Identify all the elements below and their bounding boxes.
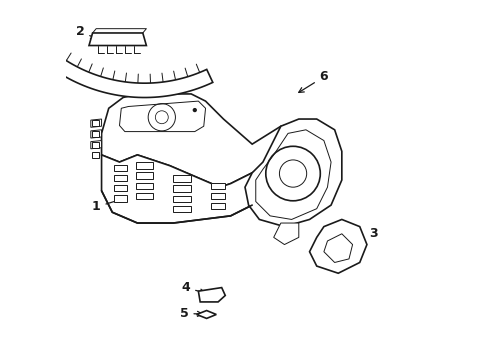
- Bar: [114, 185, 126, 192]
- Polygon shape: [274, 223, 299, 244]
- Polygon shape: [245, 119, 342, 226]
- Polygon shape: [120, 101, 205, 132]
- Bar: [92, 131, 99, 137]
- Text: 4: 4: [181, 281, 205, 294]
- Bar: [136, 162, 153, 168]
- Bar: [136, 183, 153, 189]
- Bar: [173, 196, 191, 202]
- Text: 6: 6: [299, 70, 328, 93]
- Bar: [92, 152, 99, 158]
- Bar: [114, 175, 126, 181]
- Circle shape: [193, 108, 197, 112]
- Polygon shape: [89, 33, 147, 45]
- Bar: [136, 172, 153, 179]
- Text: 3: 3: [355, 228, 377, 240]
- Text: 2: 2: [75, 25, 96, 39]
- Polygon shape: [30, 40, 213, 98]
- Bar: [92, 141, 99, 148]
- Bar: [114, 195, 126, 202]
- Bar: [92, 120, 99, 126]
- Polygon shape: [310, 220, 367, 273]
- Polygon shape: [91, 130, 101, 138]
- Polygon shape: [198, 288, 225, 302]
- Bar: [114, 165, 126, 171]
- Text: 1: 1: [92, 198, 124, 213]
- Bar: [173, 206, 191, 212]
- Polygon shape: [101, 155, 252, 223]
- Bar: [136, 193, 153, 199]
- Polygon shape: [196, 311, 216, 319]
- Text: 5: 5: [180, 307, 202, 320]
- Polygon shape: [91, 119, 101, 127]
- Bar: [211, 183, 224, 189]
- Polygon shape: [101, 94, 306, 187]
- Bar: [173, 175, 191, 182]
- Polygon shape: [91, 140, 101, 149]
- Bar: [211, 203, 224, 210]
- Bar: [173, 185, 191, 192]
- Bar: [211, 193, 224, 199]
